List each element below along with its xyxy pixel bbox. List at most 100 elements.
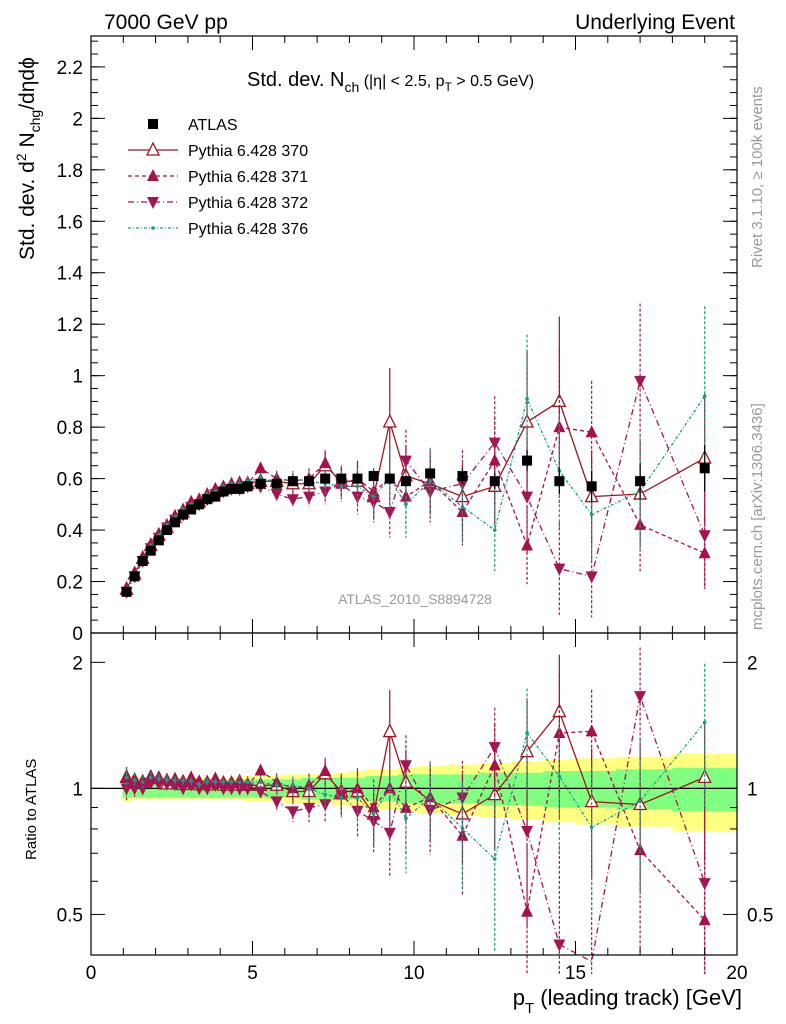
ratio-point (140, 780, 145, 784)
main-ylabel-a: Std. dev. d (16, 161, 39, 260)
data-point (339, 484, 344, 489)
ratio-point (638, 799, 642, 803)
main-plot-area (119, 303, 712, 618)
series-4-main (124, 306, 707, 592)
ratio-point (428, 795, 432, 800)
data-point (169, 517, 180, 528)
ratio-point (173, 778, 177, 782)
data-point (384, 473, 395, 484)
data-point (178, 509, 189, 520)
data-point (271, 478, 282, 489)
data-point (382, 413, 397, 428)
main-y-tick-label: 0.8 (57, 418, 83, 439)
legend-label: Pythia 6.428 376 (188, 221, 308, 238)
ratio-point (254, 786, 267, 799)
data-point (457, 471, 468, 482)
ratio-point (698, 878, 711, 891)
ratio-y-axis-label: Ratio to ATLAS (23, 759, 40, 860)
main-y-tick-label: 1.8 (57, 161, 83, 182)
main-y-tick-label: 0.2 (57, 573, 83, 594)
data-point (145, 545, 156, 556)
main-y-tick-label: 1.6 (57, 212, 83, 233)
ratio-point (553, 939, 566, 952)
data-point (585, 571, 598, 584)
x-axis-label: pT (leading track) [GeV] (513, 985, 742, 1017)
ratio-point (307, 786, 311, 791)
main-ylabel-b: N (16, 132, 39, 153)
data-point (488, 453, 501, 466)
data-point (242, 481, 253, 492)
data-point (226, 483, 237, 494)
main-y-tick-label: 0.6 (57, 470, 83, 491)
ratio-point (128, 783, 141, 796)
data-point (320, 473, 331, 484)
ratio-point (589, 825, 594, 830)
data-point (428, 479, 432, 483)
data-point (635, 476, 646, 487)
data-point (194, 499, 205, 510)
ratio-point (383, 827, 396, 840)
x-tick-label: 5 (247, 963, 258, 984)
data-point (554, 476, 565, 487)
ratio-point (221, 780, 226, 784)
data-point (234, 483, 245, 494)
ratio-point (205, 779, 210, 784)
series-4-ratio (124, 663, 707, 952)
ratio-point (209, 779, 222, 792)
ratio-y-tick-label-right: 1 (747, 779, 758, 800)
x-tick-label: 10 (403, 963, 424, 984)
main-title: Std. dev. Nch (|η| < 2.5, pT > 0.5 GeV) (247, 69, 534, 95)
main-axis-ticks: 0 0.2 0.4 0.6 0.8 1 1.2 1.4 1.6 1.8 2 2.2 (57, 36, 738, 645)
main-panel: 0 0.2 0.4 0.6 0.8 1 1.2 1.4 1.6 1.8 2 2.2 Std. dev.… (13, 35, 738, 645)
ratio-point (254, 763, 267, 776)
data-point (129, 571, 140, 582)
data-point (521, 538, 534, 551)
main-title-a-sub: ch (344, 79, 359, 95)
legend-marker (147, 169, 159, 181)
header-right: Underlying Event (575, 11, 735, 34)
ratio-y-tick-label: 2 (72, 653, 83, 674)
ratio-point (185, 779, 198, 792)
ratio-point (160, 778, 173, 791)
data-point (121, 586, 132, 597)
legend-marker (151, 226, 155, 230)
series-3-main (120, 303, 711, 618)
data-point (303, 491, 316, 504)
main-y-tick-label: 0 (72, 624, 83, 645)
ratio-point (303, 802, 316, 815)
header-left: 7000 GeV pp (104, 11, 228, 34)
ratio-point (270, 775, 283, 788)
series-0-main (121, 445, 710, 597)
mcplots-label: mcplots.cern.ch [arXiv:1306.3436] (749, 403, 766, 630)
ratio-point (387, 786, 392, 791)
data-point (460, 505, 465, 509)
ratio-point (557, 774, 562, 779)
data-point (399, 455, 412, 468)
data-point (161, 525, 172, 536)
xlabel-a-sub: T (525, 1000, 534, 1017)
ratio-y-tick-label: 1 (72, 779, 83, 800)
ratio-point (241, 783, 254, 796)
ratio-point (355, 795, 360, 800)
ratio-point (323, 792, 327, 797)
legend-item: Pythia 6.428 372 (128, 195, 308, 212)
main-ylabel-b-sub: chg (27, 110, 43, 133)
data-point (254, 461, 267, 474)
ratio-y-tick-label-right: 2 (747, 653, 758, 674)
xlabel-a: p (513, 985, 525, 1010)
ratio-point (274, 783, 279, 788)
ratio-point (319, 764, 332, 777)
ratio-point (634, 843, 647, 856)
ratio-point (189, 779, 193, 783)
legend-label: ATLAS (188, 117, 238, 134)
ratio-point (201, 783, 214, 796)
series-1-main (119, 316, 712, 595)
legend-label: Pythia 6.428 371 (188, 169, 308, 186)
x-tick-label: 20 (726, 963, 747, 984)
data-point (400, 476, 411, 487)
legend-label: Pythia 6.428 370 (188, 143, 308, 160)
data-point (286, 494, 299, 507)
legend-item: Pythia 6.428 370 (128, 141, 308, 160)
data-point (699, 463, 710, 474)
